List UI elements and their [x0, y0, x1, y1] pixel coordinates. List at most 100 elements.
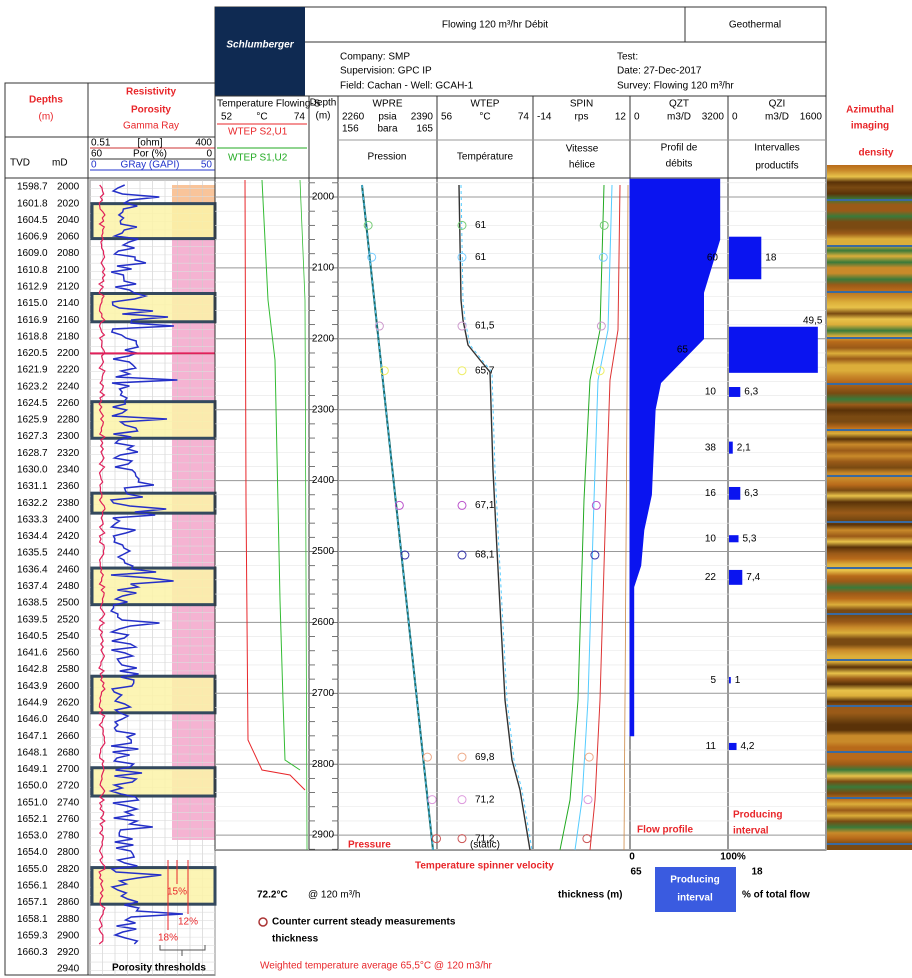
- reading-marker: [457, 366, 467, 376]
- md-label: 2500: [57, 598, 80, 609]
- thickness-label: 5: [710, 675, 716, 686]
- interval-bar: [729, 676, 731, 684]
- label: 0.51: [91, 138, 111, 149]
- label: 2260: [342, 112, 365, 123]
- label: 56: [441, 112, 453, 123]
- temp-curve-1: [244, 179, 306, 791]
- tvd-label: 1615.0: [17, 298, 48, 309]
- spinner-marker: [596, 321, 606, 331]
- tvd-label: 1647.1: [17, 731, 48, 742]
- label: bara: [377, 124, 397, 135]
- thickness-label: 38: [705, 442, 717, 453]
- md-label: 2020: [57, 198, 80, 209]
- label: productifs: [755, 161, 798, 172]
- pressure-marker: [374, 321, 384, 331]
- label: rps: [575, 112, 589, 123]
- reservoir-box: [90, 866, 217, 906]
- reservoir-box: [90, 566, 217, 607]
- tvd-label: 1650.0: [17, 781, 48, 792]
- label: 2390: [411, 112, 434, 123]
- label: 100%: [720, 852, 746, 863]
- pressure-curve: [361, 184, 434, 851]
- label: Test:: [617, 52, 638, 63]
- depth-tick-label: 2400: [312, 475, 335, 486]
- tvd-label: 1628.7: [17, 448, 48, 459]
- tvd-label: 1641.6: [17, 648, 48, 659]
- label: débits: [666, 159, 693, 170]
- pressure-marker: [400, 550, 410, 560]
- thickness-label: 16: [705, 488, 717, 499]
- reading-label: 69,8: [475, 752, 495, 763]
- resistivity-curve: [98, 184, 106, 945]
- reservoir-box: [90, 291, 217, 324]
- tvd-label: 1653.0: [17, 831, 48, 842]
- label: m3/D: [667, 112, 691, 123]
- label: 72.2°C: [257, 890, 288, 901]
- label: Pression: [368, 152, 407, 163]
- tvd-label: 1637.4: [17, 581, 48, 592]
- label: interval: [733, 826, 769, 837]
- label: hélice: [569, 160, 596, 171]
- md-label: 2440: [57, 548, 80, 559]
- label: WTEP S2,U1: [228, 127, 288, 138]
- interval-bar: [729, 387, 741, 397]
- label: thickness: [272, 934, 319, 945]
- md-label: 2920: [57, 947, 80, 958]
- spinner-curve-2: [574, 184, 613, 851]
- depth-tick-label: 2500: [312, 546, 335, 557]
- spinner-marker: [590, 550, 600, 560]
- label: Intervalles: [754, 143, 800, 154]
- label: 15%: [167, 887, 187, 898]
- thickness-label: 65: [677, 344, 689, 355]
- md-label: 2880: [57, 914, 80, 925]
- label: WTEP S1,U2: [228, 153, 288, 164]
- label: 0: [629, 852, 635, 863]
- reading-marker: [457, 752, 467, 762]
- reading-label: 61: [475, 252, 487, 263]
- label: 165: [416, 124, 433, 135]
- md-label: 2300: [57, 431, 80, 442]
- depth-tick-label: 2900: [312, 830, 335, 841]
- label: QZI: [769, 99, 786, 110]
- label: Supervision: GPC IP: [340, 66, 432, 77]
- tvd-label: 1658.1: [17, 914, 48, 925]
- label: 52: [221, 112, 233, 123]
- tvd-label: 1640.5: [17, 631, 48, 642]
- label: Porosity: [131, 105, 171, 116]
- reading-marker: [457, 500, 467, 510]
- md-label: 2860: [57, 897, 80, 908]
- tvd-label: 1638.5: [17, 598, 48, 609]
- label: Weighted temperature average 65,5°C @ 12…: [260, 961, 493, 972]
- label: m3/D: [765, 112, 789, 123]
- label: [ohm]: [137, 138, 162, 149]
- label: interval: [677, 893, 713, 904]
- md-label: 2800: [57, 847, 80, 858]
- label: 60: [91, 149, 103, 160]
- thickness-label: 10: [705, 533, 717, 544]
- percent-label: 2,1: [737, 442, 751, 453]
- reading-label: 65,7: [475, 365, 495, 376]
- gamma-ray-curve: [108, 184, 183, 945]
- interval-bar: [729, 535, 739, 543]
- label: Gamma Ray: [123, 121, 179, 132]
- label: Producing: [670, 875, 719, 886]
- pressure-marker: [363, 220, 373, 230]
- md-label: 2120: [57, 281, 80, 292]
- label: QZT: [669, 99, 689, 110]
- label: Depths: [29, 95, 63, 106]
- tvd-label: 1635.5: [17, 548, 48, 559]
- label: (m): [39, 112, 54, 123]
- md-label: 2600: [57, 681, 80, 692]
- interval-bar: [729, 441, 733, 454]
- label: Flow profile: [637, 825, 694, 836]
- label: 1600: [800, 112, 823, 123]
- tvd-label: 1618.8: [17, 331, 48, 342]
- md-label: 2380: [57, 498, 80, 509]
- md-label: 2100: [57, 265, 80, 276]
- reservoir-box: [90, 766, 217, 798]
- thickness-label: 60: [707, 253, 719, 264]
- azimuthal-image: [827, 165, 912, 850]
- label: 156: [342, 124, 359, 135]
- reading-label: 67,1: [475, 500, 495, 511]
- pressure-marker: [431, 834, 441, 844]
